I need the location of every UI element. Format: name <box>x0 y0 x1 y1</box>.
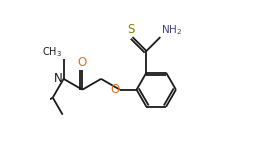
Text: CH$_3$: CH$_3$ <box>42 45 62 59</box>
Text: O: O <box>110 83 119 96</box>
Text: NH$_2$: NH$_2$ <box>161 23 182 37</box>
Text: N: N <box>54 72 63 85</box>
Text: O: O <box>78 56 87 69</box>
Text: S: S <box>127 23 135 36</box>
